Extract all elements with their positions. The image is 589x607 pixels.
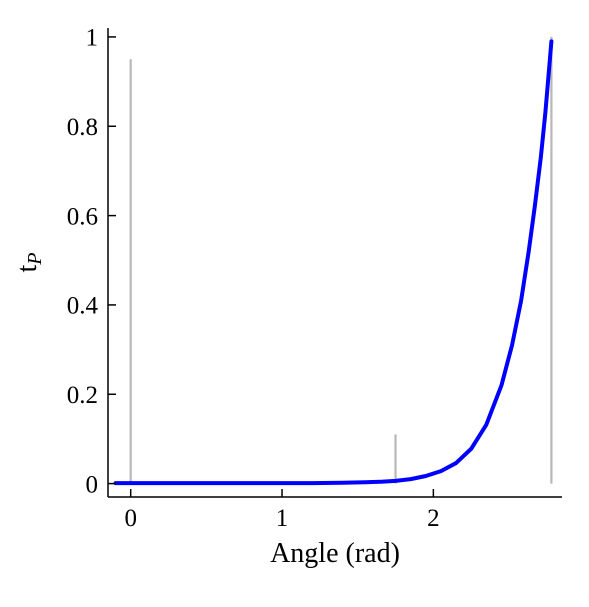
y-tick-label: 1 — [86, 25, 99, 52]
y-tick-label: 0.6 — [67, 203, 98, 230]
x-tick-label: 1 — [276, 505, 289, 532]
x-tick-label: 2 — [427, 505, 440, 532]
x-axis-label: Angle (rad) — [270, 538, 400, 569]
x-tick-label: 0 — [124, 505, 137, 532]
line-chart: 01200.20.40.60.81Angle (rad)tP — [0, 0, 589, 607]
y-tick-label: 0.8 — [67, 114, 98, 141]
y-tick-label: 0.2 — [67, 382, 98, 409]
y-tick-label: 0 — [86, 471, 99, 498]
y-tick-label: 0.4 — [67, 293, 99, 320]
